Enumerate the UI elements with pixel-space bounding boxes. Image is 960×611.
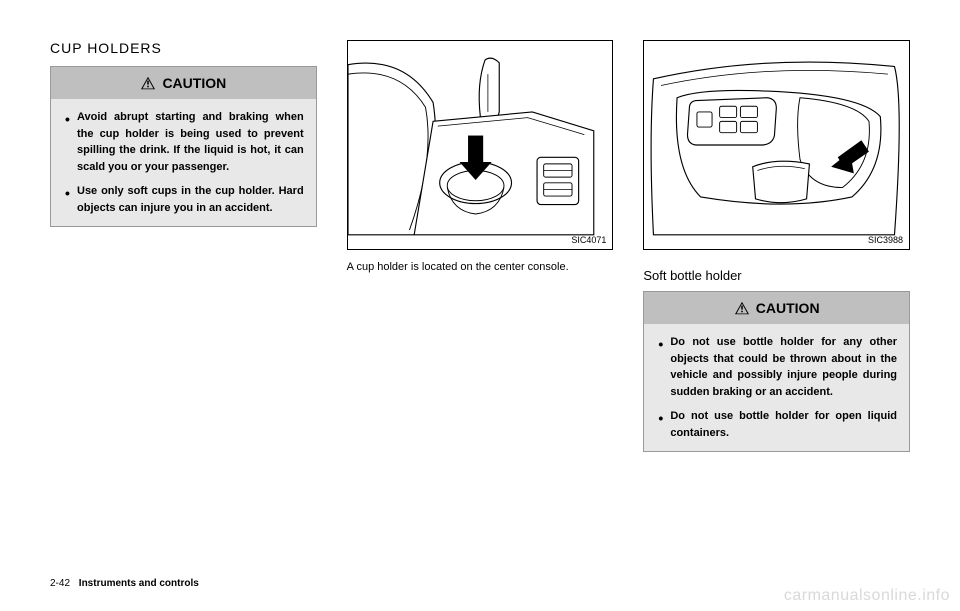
section-title: CUP HOLDERS — [50, 40, 317, 56]
diagram-bottle-holder: SIC3988 — [643, 40, 910, 250]
figure-caption: A cup holder is located on the center co… — [347, 260, 614, 275]
caution-header: CAUTION — [51, 67, 316, 99]
caution-body: Avoid abrupt starting and braking when t… — [51, 99, 316, 226]
sub-heading: Soft bottle holder — [643, 268, 910, 283]
caution-body: Do not use bottle holder for any other o… — [644, 324, 909, 451]
diagram-cup-holder: SIC4071 — [347, 40, 614, 250]
caution-box-1: CAUTION Avoid abrupt starting and brakin… — [50, 66, 317, 227]
figure-id: SIC3988 — [868, 235, 903, 245]
column-left: CUP HOLDERS CAUTION Avoid abrupt startin… — [50, 40, 317, 540]
caution-item: Do not use bottle holder for any other o… — [658, 334, 897, 400]
caution-label: CAUTION — [162, 75, 226, 91]
page-content: CUP HOLDERS CAUTION Avoid abrupt startin… — [50, 40, 910, 540]
caution-header: CAUTION — [644, 292, 909, 324]
caution-item: Avoid abrupt starting and braking when t… — [65, 109, 304, 175]
caution-label: CAUTION — [756, 300, 820, 316]
page-footer: 2-42 Instruments and controls — [50, 578, 199, 589]
figure-id: SIC4071 — [571, 235, 606, 245]
caution-box-2: CAUTION Do not use bottle holder for any… — [643, 291, 910, 452]
caution-item: Use only soft cups in the cup holder. Ha… — [65, 183, 304, 216]
footer-section-name: Instruments and controls — [79, 578, 199, 589]
column-right: SIC3988 Soft bottle holder CAUTION Do no… — [643, 40, 910, 540]
caution-item: Do not use bottle holder for open liquid… — [658, 408, 897, 441]
warning-icon — [734, 301, 750, 315]
page-number: 2-42 — [50, 578, 70, 589]
watermark: carmanualsonline.info — [784, 587, 950, 605]
warning-icon — [140, 76, 156, 90]
column-middle: SIC4071 A cup holder is located on the c… — [347, 40, 614, 540]
